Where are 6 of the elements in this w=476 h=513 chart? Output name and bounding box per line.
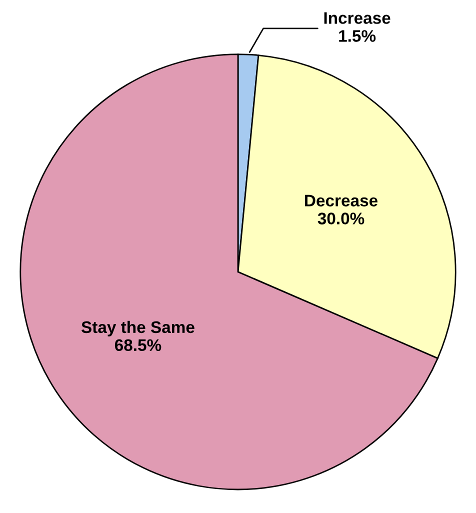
slice-label: Increase (324, 12, 390, 24)
slice-label: Decrease (305, 194, 378, 206)
data-label: 1.5% (339, 30, 376, 42)
data-label: 68.5% (114, 339, 162, 352)
slice-label: Stay the Same (81, 320, 194, 336)
data-label: 30.0% (318, 212, 364, 224)
